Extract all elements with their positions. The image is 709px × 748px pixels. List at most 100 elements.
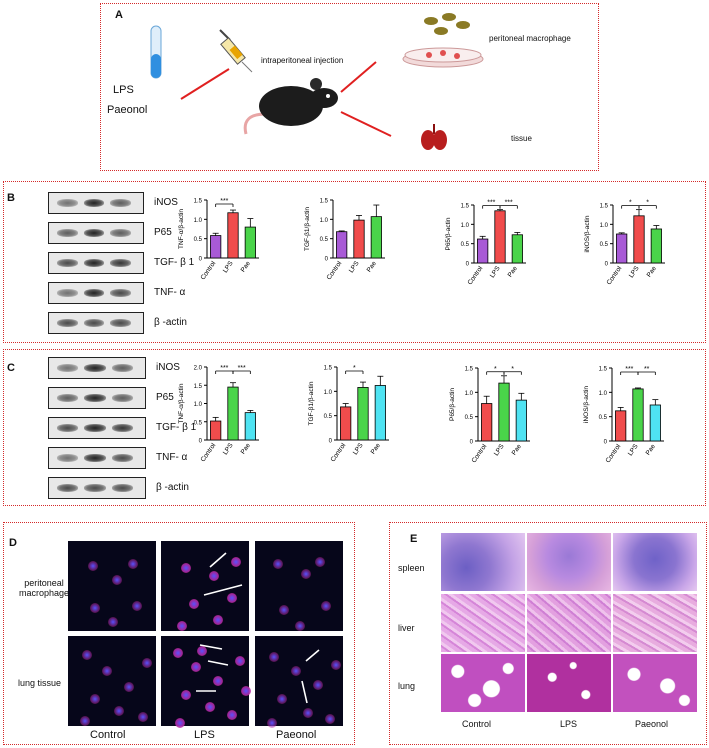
mouse-icon [243, 78, 338, 135]
target-tissue-label: tissue [511, 134, 532, 143]
col-label-lps: LPS [560, 719, 578, 729]
y-tick-label: 0.5 [465, 415, 474, 421]
panel-c-label: C [7, 362, 15, 374]
x-tick-label: LPS [489, 265, 502, 280]
cell-nucleus [108, 617, 118, 627]
x-tick-label: LPS [493, 443, 506, 458]
he-lung-paeonol [613, 654, 697, 712]
blot-label: β -actin [154, 317, 187, 328]
bar [357, 387, 369, 441]
blot-band [110, 319, 131, 327]
blot-strip [48, 222, 144, 244]
cell-nucleus [267, 718, 277, 728]
y-tick-label: 0 [325, 257, 329, 263]
panel-b: B iNOS P65 TGF- β 1 TNF- α β -actin [3, 181, 706, 343]
blot-band [57, 199, 78, 207]
y-axis-label: TGF-β1/β-actin [304, 207, 311, 251]
blot-band [57, 229, 78, 237]
cell-nucleus [80, 716, 90, 726]
y-axis-label: P65/β-actin [449, 388, 456, 421]
x-tick-label: Control [606, 265, 624, 287]
blot-band [84, 424, 106, 432]
blot-band [83, 289, 105, 297]
blot-band [111, 424, 133, 432]
x-tick-label: Control [200, 260, 218, 282]
bar [650, 228, 662, 264]
cell-nucleus [227, 710, 237, 720]
col-label-paeonol: Paeonol [635, 719, 669, 729]
cell-nucleus [273, 559, 283, 569]
significance-label: ** [644, 366, 650, 373]
cell-nucleus [189, 599, 199, 609]
cell-nucleus [177, 621, 187, 631]
y-axis-label: TGF-β1/β-actin [308, 381, 315, 425]
blot-label: TNF- α [156, 452, 188, 463]
blot-strip [48, 357, 146, 379]
y-tick-label: 0.5 [599, 415, 608, 421]
blot-band [110, 199, 131, 207]
micrograph-lps-lung [161, 636, 251, 728]
blot-band [57, 289, 78, 297]
panel-c: C iNOS P65 TGF- β 1 TNF- α β -actin [3, 349, 706, 506]
significance-label: *** [487, 200, 495, 207]
cell-nucleus [231, 557, 241, 567]
y-tick-label: 1.0 [194, 402, 203, 408]
blot-strip [48, 312, 144, 334]
blot-band [57, 319, 78, 327]
cell-nucleus [191, 662, 201, 672]
blot-band [111, 394, 133, 402]
y-tick-label: 0 [470, 440, 474, 446]
blot-band [83, 229, 105, 237]
bar [481, 403, 493, 442]
x-tick-label: Control [330, 442, 348, 464]
cell-nucleus [205, 702, 215, 712]
x-tick-label: LPS [348, 260, 361, 275]
y-axis-label: P65/β-actin [445, 217, 452, 250]
y-axis-label: TNF-α/β-actin [178, 209, 185, 249]
petri-dish-icon [402, 13, 484, 68]
chart-B4: 0 0.5 1.0 1.5 iNOS/β-actin Control LPS Pae * * [584, 200, 665, 287]
x-tick-label: Control [200, 442, 218, 464]
blot-strip [48, 282, 144, 304]
y-axis-label: iNOS/β-actin [583, 386, 590, 423]
cell-nucleus [175, 718, 185, 728]
x-tick-label: LPS [222, 260, 235, 275]
injection-label: intraperitoneal injection [261, 56, 344, 65]
x-tick-label: Pae [366, 260, 379, 274]
target-macrophage-label: peritoneal macrophage [489, 34, 571, 43]
panel-d: D peritoneal macrophage lung tissue Cont… [3, 522, 355, 745]
x-tick-label: Pae [370, 442, 383, 456]
he-spleen-control [441, 533, 525, 591]
cell-nucleus [173, 648, 183, 658]
blot-strip [48, 192, 144, 214]
bar [511, 234, 523, 264]
blot-strip [48, 447, 146, 469]
bar [477, 238, 489, 264]
y-tick-label: 1.5 [599, 367, 608, 373]
bar [498, 382, 510, 442]
blot-band [111, 484, 133, 492]
bar [244, 226, 256, 259]
bar [649, 404, 661, 442]
bar [244, 412, 256, 441]
blot-band [57, 259, 78, 267]
cell-nucleus [235, 656, 245, 666]
bar [210, 420, 222, 441]
panel-a: A LPS Paeonol intraperitoneal injection … [100, 3, 599, 171]
col-label-lps: LPS [194, 729, 215, 741]
bar [336, 231, 348, 259]
blot-label: TGF- β 1 [156, 422, 197, 433]
blot-label: β -actin [156, 482, 189, 493]
y-tick-label: 1.0 [324, 390, 333, 396]
x-tick-label: Pae [511, 443, 524, 457]
x-tick-label: Pae [240, 442, 253, 456]
cell-nucleus [132, 601, 142, 611]
he-spleen-lps [527, 533, 611, 591]
bar [227, 212, 239, 259]
blot-label: TNF- α [154, 287, 186, 298]
lung-icon [421, 124, 447, 150]
y-tick-label: 1.0 [320, 218, 329, 224]
chart-B1: 0 0.5 1.0 1.5 TNF-α/β-actin Control LPS Pae *** [178, 198, 259, 281]
cell-nucleus [227, 593, 237, 603]
